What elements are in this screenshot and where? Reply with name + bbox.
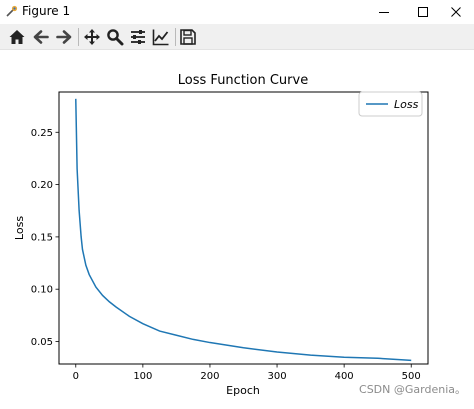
x-tick-label: 500	[402, 371, 421, 382]
axis-ticks: 0 100 200 300 400 500 0.05 0.10 0.15 0.20 0.25	[31, 128, 421, 382]
edit-axis-button[interactable]	[150, 26, 172, 48]
back-button[interactable]	[30, 26, 52, 48]
x-tick-label: 200	[200, 371, 219, 382]
navigation-toolbar	[0, 24, 474, 50]
save-icon	[180, 29, 196, 45]
y-tick-label: 0.05	[31, 337, 53, 348]
watermark-text: CSDN @Gardenia。	[359, 383, 466, 396]
window-titlebar: Figure 1	[0, 0, 474, 24]
figure-canvas[interactable]: Loss Function Curve 0 100 200 300 400 500 0.05…	[0, 50, 474, 405]
close-button[interactable]	[438, 0, 474, 24]
pan-button[interactable]	[81, 26, 103, 48]
y-axis-label: Loss	[13, 216, 26, 240]
x-axis-label: Epoch	[226, 384, 260, 397]
figure-app-icon	[6, 5, 18, 17]
x-tick-label: 100	[133, 371, 152, 382]
toolbar-separator	[78, 28, 79, 46]
legend-box	[358, 91, 423, 117]
save-button[interactable]	[177, 26, 199, 48]
window-title: Figure 1	[22, 4, 71, 18]
back-arrow-icon	[33, 30, 49, 44]
maximize-icon	[418, 7, 428, 17]
close-icon	[451, 7, 461, 17]
toolbar-separator	[175, 28, 176, 46]
y-tick-label: 0.20	[31, 180, 53, 191]
legend-label-loss: Loss	[394, 98, 419, 111]
forward-button[interactable]	[53, 26, 75, 48]
y-tick-label: 0.25	[31, 128, 53, 139]
minimize-button[interactable]	[366, 0, 402, 24]
pan-move-icon	[84, 29, 100, 45]
y-tick-label: 0.15	[31, 232, 53, 243]
legend: Loss	[358, 91, 423, 117]
x-tick-label: 400	[335, 371, 354, 382]
minimize-icon	[379, 12, 389, 13]
forward-arrow-icon	[56, 30, 72, 44]
series-line-loss	[75, 98, 412, 362]
chart-title: Loss Function Curve	[178, 73, 308, 88]
configure-subplots-icon	[131, 30, 145, 44]
y-tick-label: 0.10	[31, 285, 53, 296]
home-button[interactable]	[6, 26, 28, 48]
edit-axis-icon	[152, 29, 169, 46]
maximize-button[interactable]	[405, 0, 441, 24]
loss-chart: Loss Function Curve 0 100 200 300 400 500 0.05…	[13, 73, 429, 397]
configure-subplots-button[interactable]	[127, 26, 149, 48]
x-tick-label: 300	[267, 371, 286, 382]
zoom-button[interactable]	[104, 26, 126, 48]
x-tick-label: 0	[73, 371, 79, 382]
plot-area	[58, 91, 429, 365]
home-icon	[9, 30, 25, 44]
zoom-icon	[107, 29, 124, 46]
